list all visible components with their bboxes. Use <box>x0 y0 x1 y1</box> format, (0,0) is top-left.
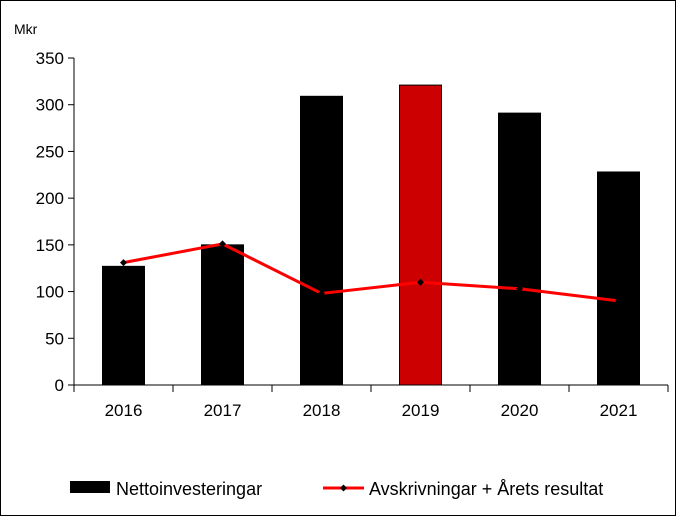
bar <box>201 244 244 386</box>
y-tick-label: 100 <box>36 283 64 302</box>
x-tick-label: 2020 <box>501 401 539 420</box>
y-unit-label: Mkr <box>14 21 38 37</box>
line-point <box>219 240 226 248</box>
legend-swatch-bars <box>70 481 110 493</box>
line-series <box>120 240 622 305</box>
y-tick-label: 200 <box>36 189 64 208</box>
line-point <box>120 259 127 267</box>
series-line <box>123 242 619 303</box>
y-tick-label: 50 <box>45 329 64 348</box>
x-tick-label: 2021 <box>600 401 638 420</box>
bar <box>597 171 640 386</box>
legend: Nettoinvesteringar Avskrivningar + Årets… <box>70 479 603 499</box>
x-tick-label: 2018 <box>303 401 341 420</box>
bar-series <box>102 84 640 386</box>
bar <box>399 84 442 386</box>
bar <box>498 112 541 386</box>
x-tick-label: 2017 <box>204 401 242 420</box>
line-point <box>615 297 622 305</box>
legend-label-line: Avskrivningar + Årets resultat <box>369 479 603 499</box>
x-tick-label: 2019 <box>402 401 440 420</box>
y-tick-label: 300 <box>36 96 64 115</box>
y-tick-label: 350 <box>36 49 64 68</box>
y-tick-label: 150 <box>36 236 64 255</box>
bar <box>300 95 343 386</box>
line-point <box>318 289 325 297</box>
bar <box>102 265 145 386</box>
x-tick-label: 2016 <box>105 401 143 420</box>
legend-swatch-marker <box>340 484 347 492</box>
y-tick-label: 0 <box>55 376 64 395</box>
y-tick-label: 250 <box>36 142 64 161</box>
line-point <box>516 285 523 293</box>
legend-label-bars: Nettoinvesteringar <box>116 479 262 499</box>
y-axis: 0 50 100 150 200 250 300 350 <box>36 49 75 395</box>
line-point <box>417 278 424 286</box>
x-axis: 2016 2017 2018 2019 2020 2021 <box>73 384 669 420</box>
